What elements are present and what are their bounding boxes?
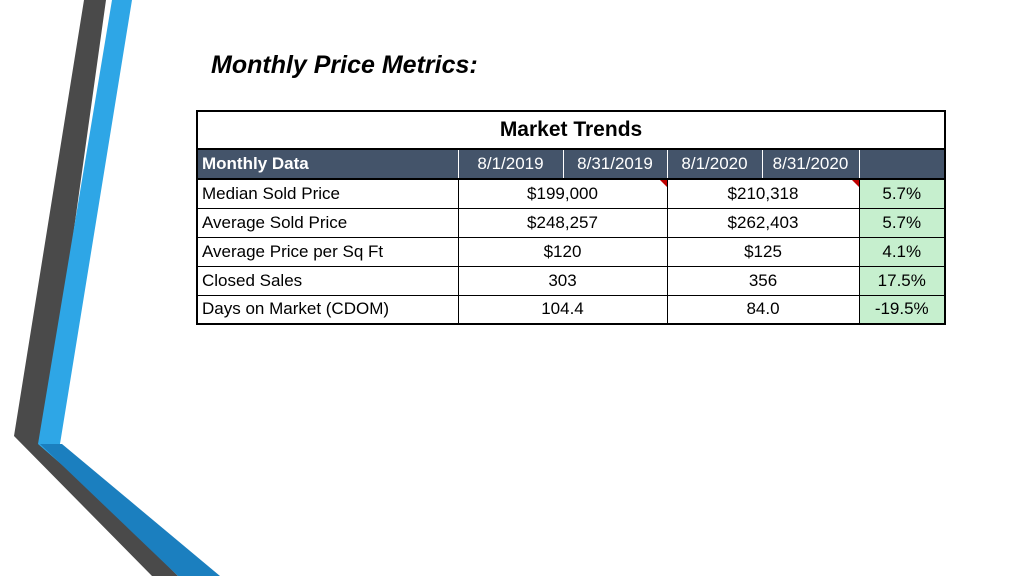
table-row: Median Sold Price $199,000 $210,318 5.7%: [196, 178, 947, 209]
value-2019: $199,000: [457, 178, 668, 209]
metric-label: Closed Sales: [196, 265, 459, 296]
header-start-2020: 8/1/2020: [666, 149, 763, 180]
value-2019-text: $199,000: [527, 183, 598, 203]
percent-change: 5.7%: [858, 178, 947, 209]
table-row: Closed Sales 303 356 17.5%: [196, 265, 947, 296]
percent-change: -19.5%: [858, 294, 947, 325]
metric-label: Average Price per Sq Ft: [196, 236, 459, 267]
table-header-row: Monthly Data 8/1/2019 8/31/2019 8/1/2020…: [196, 149, 947, 180]
header-end-2020: 8/31/2020: [761, 149, 860, 180]
header-end-2019: 8/31/2019: [562, 149, 668, 180]
comment-indicator-icon: [659, 180, 667, 187]
percent-change: 4.1%: [858, 236, 947, 267]
value-2019: 303: [457, 265, 668, 296]
value-2020: 356: [666, 265, 860, 296]
value-2020: $262,403: [666, 207, 860, 238]
dark-blue-stripe: [40, 444, 220, 576]
comment-indicator-icon: [851, 180, 859, 187]
value-2020: $125: [666, 236, 860, 267]
table-row: Average Price per Sq Ft $120 $125 4.1%: [196, 236, 947, 267]
market-trends-table: Market Trends Monthly Data 8/1/2019 8/31…: [195, 110, 947, 325]
market-trends-table-container: Market Trends Monthly Data 8/1/2019 8/31…: [195, 110, 947, 325]
table-row: Days on Market (CDOM) 104.4 84.0 -19.5%: [196, 294, 947, 325]
value-2019: $248,257: [457, 207, 668, 238]
header-change: [858, 149, 947, 180]
header-monthly-data: Monthly Data: [196, 149, 459, 180]
percent-change: 17.5%: [858, 265, 947, 296]
table-title: Market Trends: [195, 110, 947, 150]
metric-label: Median Sold Price: [196, 178, 459, 209]
value-2020: $210,318: [666, 178, 860, 209]
table-row: Average Sold Price $248,257 $262,403 5.7…: [196, 207, 947, 238]
gray-stripe: [14, 0, 178, 576]
metric-label: Average Sold Price: [196, 207, 459, 238]
slide-title: Monthly Price Metrics:: [211, 51, 478, 79]
value-2020-text: $210,318: [727, 183, 799, 203]
metric-label: Days on Market (CDOM): [196, 294, 459, 325]
value-2020: 84.0: [666, 294, 860, 325]
blue-stripe: [38, 0, 218, 576]
value-2019: $120: [457, 236, 668, 267]
percent-change: 5.7%: [858, 207, 947, 238]
header-start-2019: 8/1/2019: [457, 149, 564, 180]
value-2019: 104.4: [457, 294, 668, 325]
